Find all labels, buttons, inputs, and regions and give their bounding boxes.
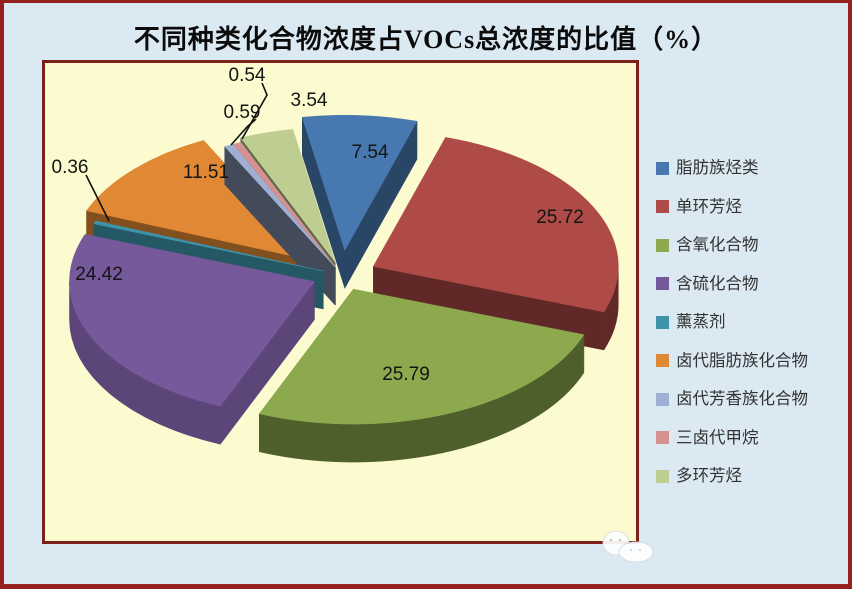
pie-slice-3 xyxy=(69,234,315,445)
slice-value-label: 25.79 xyxy=(382,364,430,385)
slice-value-label: 24.42 xyxy=(75,264,123,285)
slice-top-face xyxy=(86,140,315,262)
slice-value-label: 0.36 xyxy=(52,157,89,178)
legend: 脂肪族烃类单环芳烃含氧化合物含硫化合物薰蒸剂卤代脂肪族化合物 卤代芳香族化合物 三卤… xyxy=(656,159,846,506)
chart-title: 不同种类化合物浓度占VOCs总浓度的比值（%） xyxy=(133,25,719,54)
legend-item-3: 含硫化合物 xyxy=(656,275,846,293)
legend-item-1: 单环芳烃 xyxy=(656,198,846,216)
slice-top-face xyxy=(93,220,324,272)
label-leader-line xyxy=(241,82,268,140)
slice-top-face xyxy=(69,234,315,407)
legend-item-5: 卤代脂肪族化合物 xyxy=(656,352,846,370)
legend-item-label: 含硫化合物 xyxy=(676,274,759,293)
label-leader-line xyxy=(230,118,257,146)
legend-swatch-icon xyxy=(656,238,669,252)
legend-item-label: 含氧化合物 xyxy=(676,236,759,254)
legend-swatch-icon xyxy=(656,354,669,367)
legend-item-label: 单环芳烃 xyxy=(676,197,742,216)
slice-value-label: 25.72 xyxy=(536,207,584,228)
legend-item-7: 三卤代甲烷 xyxy=(656,429,846,447)
legend-swatch-icon xyxy=(656,161,669,175)
legend-item-2: 含氧化合物 xyxy=(656,236,846,254)
slice-top-face xyxy=(232,142,336,268)
slice-top-face xyxy=(224,144,336,268)
legend-item-label: 多环芳烃 xyxy=(676,467,742,485)
legend-item-label: 卤代脂肪族化合物 xyxy=(676,351,808,370)
pie-slice-6 xyxy=(224,144,336,306)
legend-item-4: 薰蒸剂 xyxy=(656,313,846,331)
slice-value-label: 0.54 xyxy=(229,65,266,86)
legend-swatch-icon xyxy=(656,200,669,213)
slice-top-face xyxy=(301,115,418,251)
slice-value-label: 0.59 xyxy=(224,102,261,123)
legend-swatch-icon xyxy=(656,469,669,483)
pie-chart: 7.54 25.72 25.79 24.42 0.36 11.51 0.59 0.54 3.54 xyxy=(52,65,619,463)
slice-value-label: 11.51 xyxy=(183,162,229,183)
legend-item-label: 薰蒸剂 xyxy=(676,313,726,331)
legend-swatch-icon xyxy=(656,431,669,444)
slice-top-face xyxy=(240,129,336,263)
watermark-icon xyxy=(602,530,654,563)
slice-value-label: 7.54 xyxy=(352,142,389,163)
legend-swatch-icon xyxy=(656,277,669,290)
legend-item-6: 卤代芳香族化合物 xyxy=(656,390,846,408)
legend-item-label: 卤代芳香族化合物 xyxy=(676,390,808,408)
legend-item-0: 脂肪族烃类 xyxy=(656,159,846,177)
legend-swatch-icon xyxy=(656,315,669,329)
pie-slice-0 xyxy=(301,115,418,290)
slice-top-face xyxy=(258,288,585,425)
slice-value-label: 3.54 xyxy=(291,90,328,111)
pie-slice-2 xyxy=(258,288,585,463)
legend-item-label: 三卤代甲烷 xyxy=(676,428,759,447)
slice-top-face xyxy=(372,137,619,313)
legend-item-8: 多环芳烃 xyxy=(656,467,846,485)
legend-swatch-icon xyxy=(656,392,669,406)
label-leader-line xyxy=(85,174,110,222)
legend-item-label: 脂肪族烃类 xyxy=(676,159,759,177)
